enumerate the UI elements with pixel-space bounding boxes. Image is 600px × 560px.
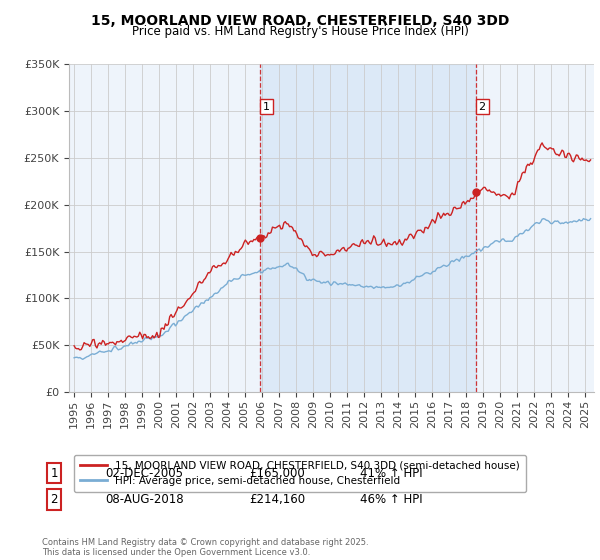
Text: 46% ↑ HPI: 46% ↑ HPI [360, 493, 422, 506]
Text: 1: 1 [50, 466, 58, 480]
Text: Contains HM Land Registry data © Crown copyright and database right 2025.
This d: Contains HM Land Registry data © Crown c… [42, 538, 368, 557]
Text: 02-DEC-2005: 02-DEC-2005 [105, 466, 183, 480]
Text: 2: 2 [479, 101, 486, 111]
Text: 08-AUG-2018: 08-AUG-2018 [105, 493, 184, 506]
Text: 41% ↑ HPI: 41% ↑ HPI [360, 466, 422, 480]
Text: 1: 1 [263, 101, 270, 111]
Text: Price paid vs. HM Land Registry's House Price Index (HPI): Price paid vs. HM Land Registry's House … [131, 25, 469, 38]
Text: £165,000: £165,000 [249, 466, 305, 480]
Text: 15, MOORLAND VIEW ROAD, CHESTERFIELD, S40 3DD: 15, MOORLAND VIEW ROAD, CHESTERFIELD, S4… [91, 14, 509, 28]
Text: £214,160: £214,160 [249, 493, 305, 506]
Text: 2: 2 [50, 493, 58, 506]
Legend: 15, MOORLAND VIEW ROAD, CHESTERFIELD, S40 3DD (semi-detached house), HPI: Averag: 15, MOORLAND VIEW ROAD, CHESTERFIELD, S4… [74, 455, 526, 492]
Bar [260, 64, 476, 392]
